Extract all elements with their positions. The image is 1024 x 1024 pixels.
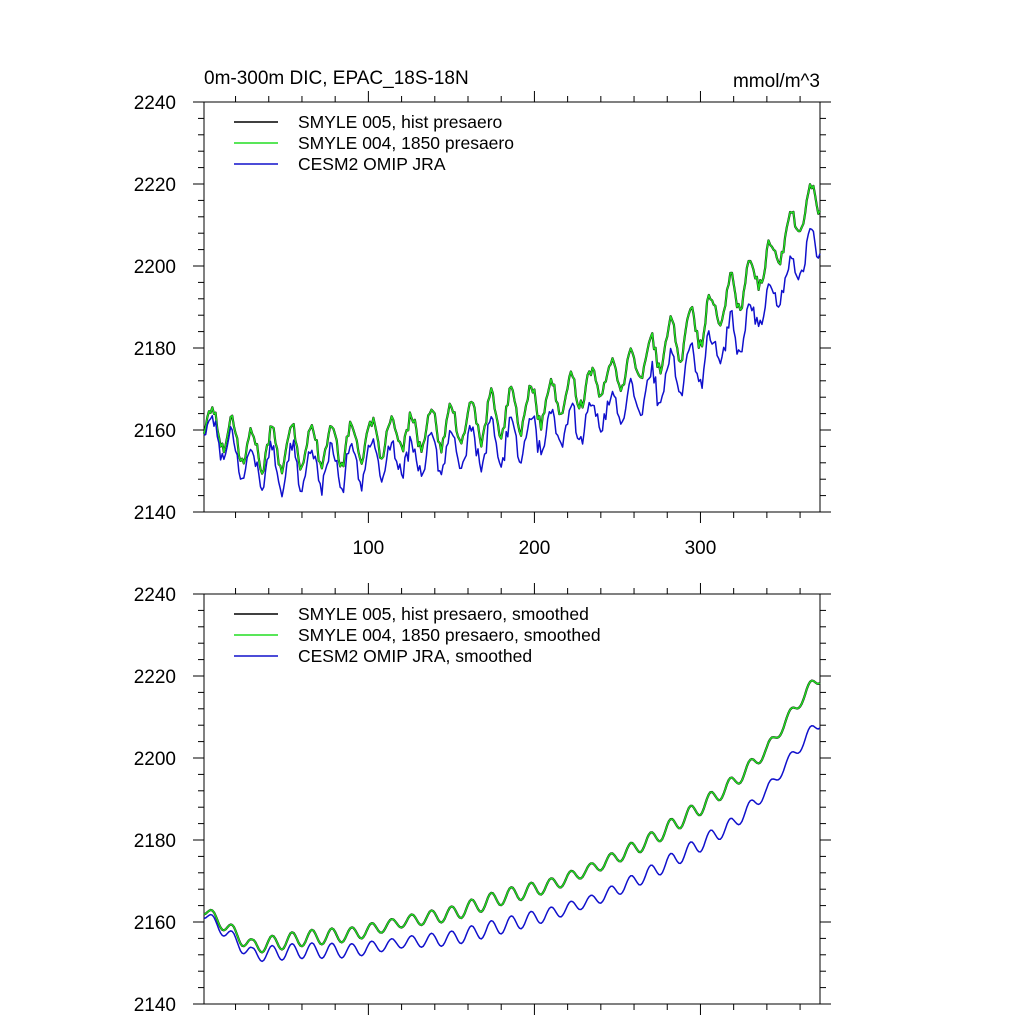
chart-title: 0m-300m DIC, EPAC_18S-18N — [204, 68, 469, 89]
legend-label-1850: SMYLE 004, 1850 presaero, smoothed — [298, 625, 601, 645]
y-tick-label: 2220 — [134, 175, 176, 196]
legend-label-1850: SMYLE 004, 1850 presaero — [298, 133, 514, 153]
y-tick-labels-bottom: 2140 2160 2180 2200 2220 2240 — [134, 585, 176, 1016]
series-group-top — [202, 183, 821, 498]
y-tick-label: 2180 — [134, 339, 176, 360]
series-line-1850 — [203, 183, 821, 475]
plot-frame-top — [203, 101, 821, 513]
y-tick-label: 2160 — [134, 421, 176, 442]
y-tick-label: 2140 — [134, 503, 176, 524]
legend-label-hist: SMYLE 005, hist presaero — [298, 112, 502, 132]
x-tick-label: 300 — [685, 538, 717, 559]
y-tick-marks-top — [193, 91, 831, 523]
x-tick-label: 200 — [519, 538, 551, 559]
y-tick-label: 2200 — [134, 749, 176, 770]
y-tick-label: 2240 — [134, 585, 176, 606]
top-panel: 0m-300m DIC, EPAC_18S-18N mmol/m^3 2140 … — [134, 68, 831, 559]
bottom-panel: 2140 2160 2180 2200 2220 2240 SMYLE 005,… — [134, 583, 831, 1016]
y-tick-label: 2220 — [134, 667, 176, 688]
series-line-omip — [203, 227, 821, 498]
y-tick-label: 2140 — [134, 995, 176, 1016]
y-tick-label: 2200 — [134, 257, 176, 278]
y-tick-label: 2180 — [134, 831, 176, 852]
legend-label-omip: CESM2 OMIP JRA — [298, 154, 446, 174]
units-label: mmol/m^3 — [733, 71, 820, 92]
y-tick-marks-bottom — [193, 583, 831, 1015]
series-group-bottom — [203, 679, 821, 963]
y-tick-label: 2240 — [134, 93, 176, 114]
x-tick-labels-top: 100 200 300 — [353, 538, 717, 559]
legend-label-hist: SMYLE 005, hist presaero, smoothed — [298, 604, 589, 624]
legend-bottom: SMYLE 005, hist presaero, smoothed SMYLE… — [234, 604, 601, 666]
y-tick-labels-top: 2140 2160 2180 2200 2220 2240 — [134, 93, 176, 524]
series-line-1850 — [203, 679, 821, 954]
y-tick-label: 2160 — [134, 913, 176, 934]
plot-frame-bottom — [203, 593, 821, 1005]
legend-top: SMYLE 005, hist presaero SMYLE 004, 1850… — [234, 112, 514, 174]
series-line-hist — [203, 679, 821, 954]
legend-label-omip: CESM2 OMIP JRA, smoothed — [298, 646, 532, 666]
series-line-omip — [203, 724, 821, 963]
x-tick-label: 100 — [353, 538, 385, 559]
